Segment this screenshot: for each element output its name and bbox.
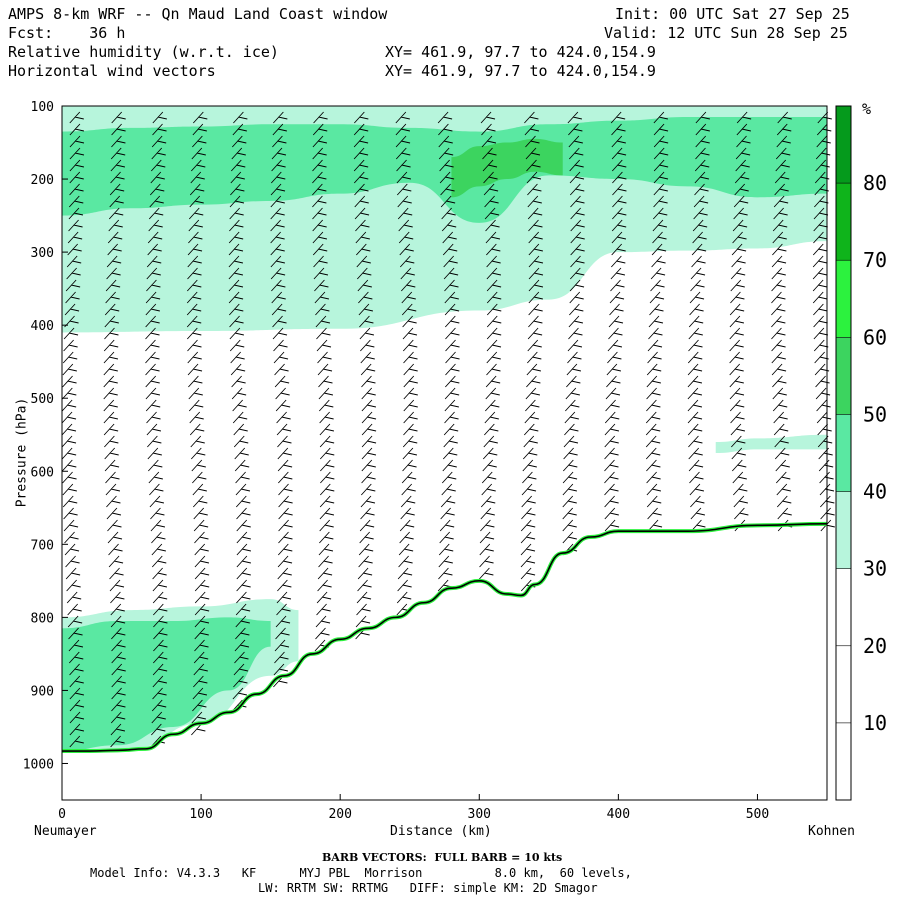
rh-region-1 [62,116,827,223]
colorbar-label-7: 80 [863,171,887,195]
x-tick-label-3: 300 [468,807,491,822]
wind-barbs [437,111,460,592]
wind-barbs [270,111,293,688]
x-tick-label-5: 500 [746,807,769,822]
wind-barbs [312,111,335,652]
wind-barb-column-12 [562,111,585,556]
colorbar-segment-5 [836,491,851,569]
colorbar-label-1: 20 [863,634,887,658]
wind-barb-column-1 [103,111,126,748]
wind-barb-column-9 [437,111,460,592]
colorbar-segment-7 [836,645,851,723]
init-time: Init: 00 UTC Sat 27 Sep 25 [615,5,850,23]
colorbar-label-5: 60 [863,325,887,349]
wind-barbs [479,111,502,580]
field2-label: Horizontal wind vectors [8,62,216,80]
wind-barb-column-3 [186,111,210,736]
y-tick-label-0: 100 [31,100,54,115]
plot-frame [61,105,828,801]
y-tick-label-9: 1000 [23,757,54,772]
colorbar-segment-4 [836,414,851,492]
wind-barbs [145,111,168,748]
field2-xy: XY= 461.9, 97.7 to 424.0,154.9 [385,62,656,80]
wind-barb-column-10 [479,111,502,580]
wind-barbs [395,111,418,616]
colorbar-label-6: 70 [863,248,887,272]
y-tick-label-6: 700 [31,538,54,553]
wind-barbs [562,111,585,556]
x-tick-label-1: 100 [189,807,212,822]
wind-barb-column-5 [270,111,293,688]
colorbar-frame [835,105,852,801]
wind-barbs [103,111,126,748]
forecast-hour: Fcst: 36 h [8,24,126,42]
wind-barb-column-18 [812,111,835,532]
wind-barb-column-4 [228,111,252,712]
rh-region-5 [715,434,827,453]
colorbar-unit: % [862,100,872,118]
y-tick-label-7: 800 [31,611,54,626]
colorbar-label-3: 40 [863,480,887,504]
right-endpoint-label: Kohnen [808,824,855,839]
y-axis-label: Pressure (hPa) [14,397,30,508]
colorbar-segment-6 [836,568,851,646]
wind-barbs [771,111,793,532]
wind-barb-column-2 [145,111,168,748]
wind-barb-column-15 [687,111,711,532]
wind-barb-column-0 [61,111,85,748]
y-tick-label-8: 900 [31,684,54,699]
x-axis-label: Distance (km) [390,824,492,839]
left-endpoint-label: Neumayer [34,824,97,839]
terrain-mask [62,523,827,800]
wind-barbs [812,111,835,532]
y-tick-label-4: 500 [31,392,54,407]
colorbar-label-2: 30 [863,557,887,581]
y-tick-label-5: 600 [31,465,54,480]
colorbar-segment-3 [836,337,851,415]
y-tick-label-2: 300 [31,246,54,261]
colorbar-segment-8 [836,722,851,800]
field1-xy: XY= 461.9, 97.7 to 424.0,154.9 [385,43,656,61]
wind-barbs [520,111,544,592]
wind-barbs [729,111,752,532]
wind-barbs [61,111,85,748]
valid-time: Valid: 12 UTC Sun 28 Sep 25 [604,24,848,42]
barb-note: BARB VECTORS: FULL BARB = 10 kts [322,851,563,864]
rh-region-4 [62,617,271,752]
x-tick-label-2: 200 [328,807,351,822]
wind-barb-column-7 [353,111,377,640]
wind-barb-column-11 [520,111,544,592]
x-tick-label-4: 400 [607,807,630,822]
colorbar-segment-2 [836,260,851,338]
terrain-surface-line [61,523,828,752]
wind-barb-column-14 [645,111,669,532]
wind-barbs [228,111,252,712]
colorbar-label-4: 50 [863,402,887,426]
colorbar-segment-0 [836,106,851,184]
chart-title: AMPS 8-km WRF -- Qn Maud Land Coast wind… [8,5,388,23]
y-tick-label-1: 200 [31,173,54,188]
wind-barbs [687,111,711,532]
model-info-2: LW: RRTM SW: RRTMG DIFF: simple KM: 2D S… [258,881,598,895]
y-tick-label-3: 400 [31,319,54,334]
colorbar-label-0: 10 [863,711,887,735]
model-info: Model Info: V4.3.3 KF MYJ PBL Morrison 8… [90,866,632,880]
wind-barb-column-13 [604,111,627,532]
wind-barbs [353,111,377,640]
wind-barbs [645,111,669,532]
wind-barb-column-6 [312,111,335,652]
wind-barb-column-17 [771,111,793,532]
wind-barbs [186,111,210,736]
x-tick-label-0: 0 [58,807,66,822]
wind-barbs [604,111,627,532]
wind-barb-column-16 [729,111,752,532]
wind-barb-column-8 [395,111,418,616]
field1-label: Relative humidity (w.r.t. ice) [8,43,279,61]
colorbar-segment-1 [836,183,851,261]
